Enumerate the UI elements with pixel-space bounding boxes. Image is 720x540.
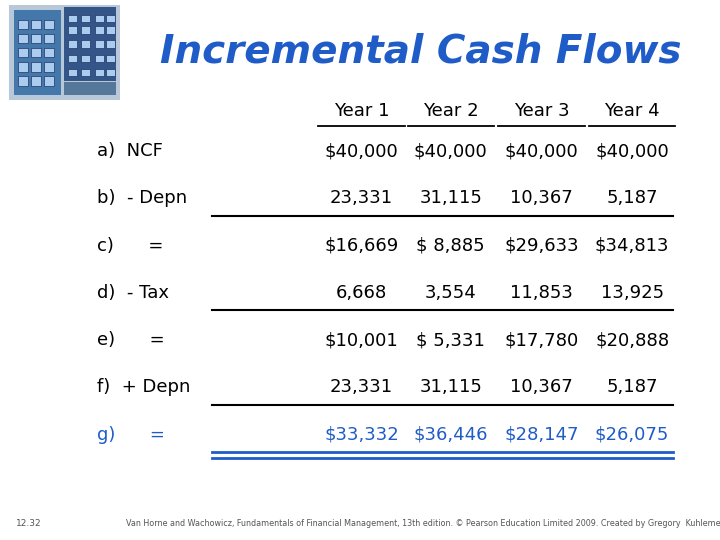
Text: Year 4: Year 4: [604, 102, 660, 120]
Text: 13,925: 13,925: [600, 284, 664, 302]
Bar: [106, 55, 114, 62]
Bar: [31, 62, 41, 71]
Text: $28,147: $28,147: [504, 426, 579, 444]
Text: 11,853: 11,853: [510, 284, 573, 302]
Bar: [81, 69, 90, 76]
Bar: [106, 69, 114, 76]
Text: Incremental Cash Flows: Incremental Cash Flows: [161, 32, 682, 70]
Text: $ 8,885: $ 8,885: [416, 237, 485, 255]
Text: $26,075: $26,075: [595, 426, 670, 444]
Bar: [17, 48, 27, 57]
Text: $34,813: $34,813: [595, 237, 670, 255]
Text: $20,888: $20,888: [595, 331, 669, 349]
Bar: [31, 76, 41, 86]
Text: 6,668: 6,668: [336, 284, 387, 302]
Bar: [45, 48, 55, 57]
Text: $17,780: $17,780: [504, 331, 579, 349]
Bar: [17, 33, 27, 43]
Text: 23,331: 23,331: [330, 379, 393, 396]
Bar: [65, 7, 116, 81]
Text: 5,187: 5,187: [606, 379, 658, 396]
Text: Van Horne and Wachowicz, Fundamentals of Financial Management, 13th edition. © P: Van Horne and Wachowicz, Fundamentals of…: [126, 519, 720, 528]
Bar: [45, 76, 55, 86]
Text: g)      =: g) =: [97, 426, 165, 444]
Bar: [94, 55, 104, 62]
Text: b)  - Depn: b) - Depn: [97, 190, 187, 207]
Bar: [45, 33, 55, 43]
Text: 31,115: 31,115: [419, 379, 482, 396]
Bar: [68, 40, 77, 48]
Bar: [68, 15, 77, 22]
Bar: [31, 33, 41, 43]
Text: 3,554: 3,554: [425, 284, 477, 302]
Bar: [106, 26, 114, 33]
Bar: [68, 69, 77, 76]
Bar: [31, 48, 41, 57]
Text: d)  - Tax: d) - Tax: [97, 284, 169, 302]
Bar: [14, 10, 61, 95]
Text: Year 3: Year 3: [513, 102, 570, 120]
Bar: [68, 55, 77, 62]
Text: $40,000: $40,000: [505, 142, 578, 160]
Text: c)      =: c) =: [97, 237, 163, 255]
Text: $10,001: $10,001: [325, 331, 398, 349]
Text: $ 5,331: $ 5,331: [416, 331, 485, 349]
Bar: [81, 26, 90, 33]
Bar: [45, 62, 55, 71]
Bar: [31, 19, 41, 29]
Bar: [94, 40, 104, 48]
Text: 10,367: 10,367: [510, 190, 573, 207]
Bar: [68, 26, 77, 33]
Bar: [81, 55, 90, 62]
Text: $16,669: $16,669: [324, 237, 399, 255]
Text: 5,187: 5,187: [606, 190, 658, 207]
Bar: [81, 40, 90, 48]
Text: 12.32: 12.32: [16, 519, 42, 528]
Bar: [17, 19, 27, 29]
Bar: [94, 15, 104, 22]
Text: Year 2: Year 2: [423, 102, 479, 120]
Bar: [94, 69, 104, 76]
Text: e)      =: e) =: [97, 331, 165, 349]
Text: f)  + Depn: f) + Depn: [97, 379, 191, 396]
Bar: [106, 40, 114, 48]
Text: $33,332: $33,332: [324, 426, 399, 444]
Text: 10,367: 10,367: [510, 379, 573, 396]
Bar: [106, 15, 114, 22]
Bar: [17, 76, 27, 86]
Text: $40,000: $40,000: [325, 142, 398, 160]
Text: 23,331: 23,331: [330, 190, 393, 207]
Text: a)  NCF: a) NCF: [97, 142, 163, 160]
Text: Year 1: Year 1: [333, 102, 390, 120]
Text: $29,633: $29,633: [504, 237, 579, 255]
Text: 31,115: 31,115: [419, 190, 482, 207]
Bar: [81, 15, 90, 22]
Bar: [94, 26, 104, 33]
Bar: [45, 19, 55, 29]
Text: $40,000: $40,000: [595, 142, 669, 160]
Text: $40,000: $40,000: [414, 142, 487, 160]
Bar: [65, 82, 116, 95]
Bar: [17, 62, 27, 71]
Text: $36,446: $36,446: [413, 426, 488, 444]
